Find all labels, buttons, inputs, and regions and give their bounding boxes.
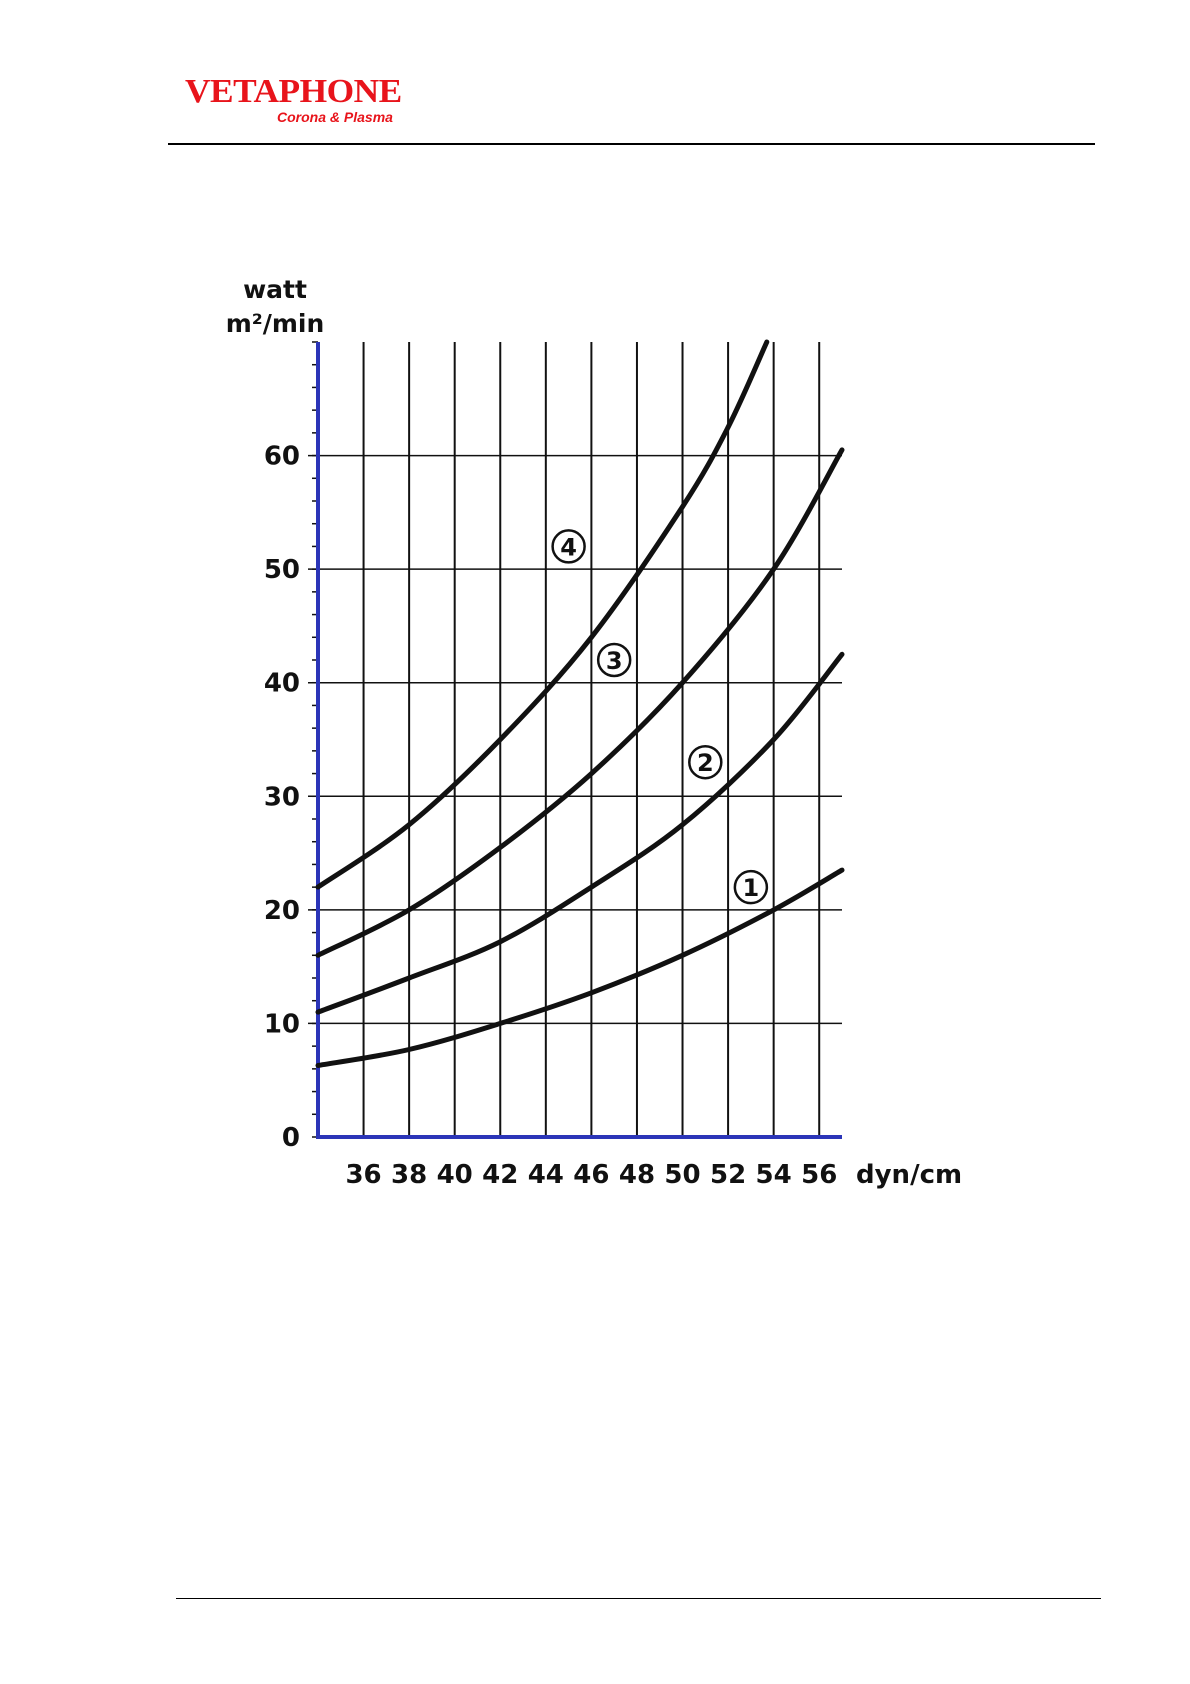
series-label-text: 1 [743, 874, 760, 902]
x-tick-label: 36 [345, 1160, 381, 1190]
series-label-1: 1 [733, 869, 769, 905]
logo-tagline: Corona & Plasma [277, 109, 393, 125]
header-divider [168, 143, 1095, 145]
curve-series-2 [315, 651, 845, 1015]
series-label-2: 2 [688, 744, 723, 780]
curve-series-1 [315, 867, 845, 1068]
series-label-text: 2 [697, 749, 714, 777]
x-tick-label: 38 [391, 1160, 427, 1190]
y-tick-label: 40 [264, 669, 300, 699]
y-tick-label: 50 [264, 555, 300, 585]
y-axis-title-line1: watt [243, 275, 307, 304]
x-tick-label: 50 [664, 1160, 700, 1190]
x-tick-label: 52 [710, 1160, 746, 1190]
series-label-circle [688, 744, 723, 780]
series-label-circle [551, 529, 586, 564]
x-tick-label: 40 [437, 1160, 473, 1190]
x-tick-label: 48 [619, 1160, 655, 1190]
x-tick-label: 44 [528, 1160, 564, 1190]
series-label-text: 4 [560, 533, 577, 561]
y-axis-title-line2: m²/min [226, 309, 325, 338]
y-tick-label: 0 [282, 1123, 300, 1153]
y-tick-label: 10 [264, 1009, 300, 1039]
series-label-3: 3 [596, 642, 632, 678]
series-label-circle [596, 642, 632, 678]
x-tick-label: 42 [482, 1160, 518, 1190]
x-tick-label: 46 [573, 1160, 609, 1190]
curve-series-3 [315, 447, 845, 958]
series-label-text: 3 [606, 647, 623, 675]
y-tick-label: 20 [264, 896, 300, 926]
x-tick-label: 54 [756, 1160, 792, 1190]
y-tick-label: 30 [264, 782, 300, 812]
logo-wordmark: VETAPHONE [185, 73, 402, 110]
vetaphone-logo: VETAPHONE Corona & Plasma [185, 72, 415, 128]
x-axis-title: dyn/cm [856, 1160, 962, 1190]
y-tick-label: 60 [264, 442, 300, 472]
series-label-circle [733, 869, 769, 905]
footer-divider [176, 1598, 1101, 1599]
x-tick-label: 56 [801, 1160, 837, 1190]
curve-series-4 [315, 339, 770, 890]
series-label-4: 4 [551, 529, 586, 564]
